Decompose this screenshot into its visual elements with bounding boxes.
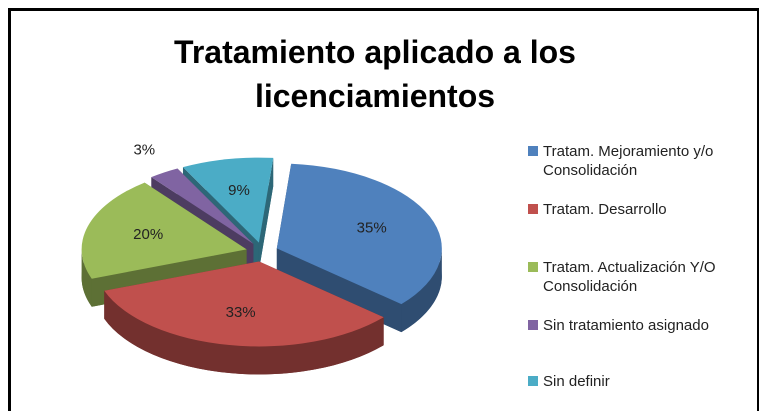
legend-label: Tratam. Desarrollo [543, 201, 667, 218]
slice-side [258, 157, 274, 271]
data-label: 33% [226, 304, 256, 321]
legend-label: Sin tratamiento asignado [543, 317, 709, 334]
data-label: 3% [133, 142, 155, 159]
legend-label: Tratam. Actualización Y/O Consolidación [543, 259, 716, 295]
slice-wall [104, 290, 384, 375]
legend-swatch [528, 204, 538, 214]
data-label: 9% [228, 182, 250, 199]
data-label: 20% [133, 226, 163, 243]
slice [151, 168, 254, 244]
slice [104, 261, 384, 347]
chart-title: Tratamiento aplicado a los licenciamient… [174, 34, 576, 114]
slice-wall [81, 249, 92, 307]
legend-swatch [528, 262, 538, 272]
frame [8, 8, 759, 411]
pie-area: 35% 33% 20% 3% 9% [81, 142, 442, 375]
slice [182, 157, 274, 243]
slice-wall [401, 248, 442, 333]
data-label: 35% [357, 220, 387, 237]
slice [276, 163, 442, 305]
slice [81, 182, 247, 279]
legend-swatch [528, 376, 538, 386]
legend-label: Tratam. Mejoramiento y/o Consolidación [543, 143, 714, 179]
legend-swatch [528, 146, 538, 156]
legend-swatch [528, 320, 538, 330]
legend-label: Sin definir [543, 373, 610, 390]
